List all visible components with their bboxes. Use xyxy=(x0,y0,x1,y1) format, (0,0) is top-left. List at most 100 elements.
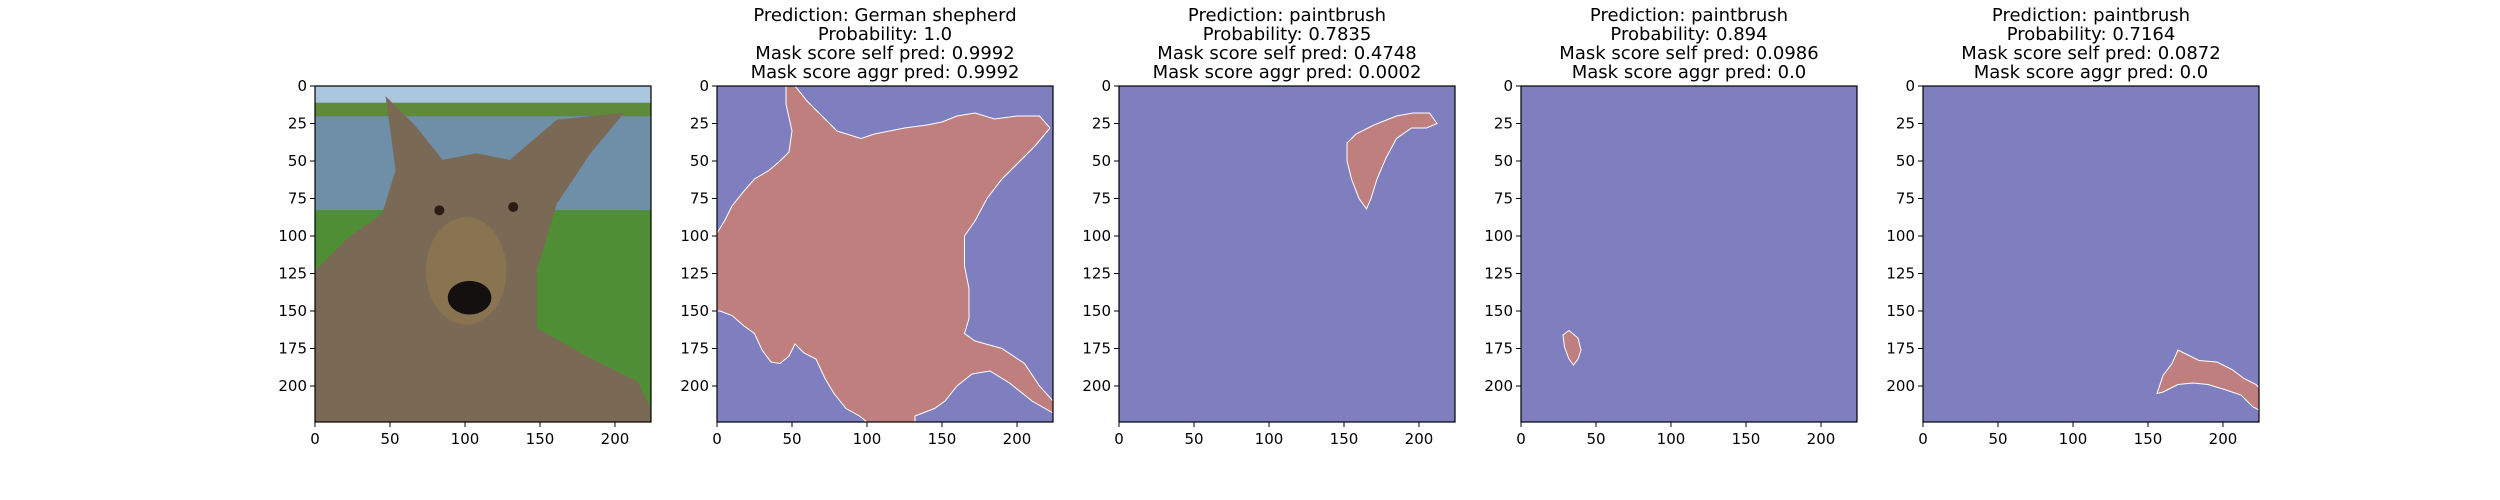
x-tick-label: 50 xyxy=(1184,430,1203,448)
x-tick-label: 0 xyxy=(1114,430,1124,448)
x-tick-label: 0 xyxy=(1918,430,1928,448)
mask-background xyxy=(1521,86,1857,422)
y-tick-label: 75 xyxy=(288,190,307,208)
title-line: Probability: 0.894 xyxy=(1610,24,1768,45)
axes-frame xyxy=(1118,85,1456,423)
y-tick-label: 150 xyxy=(680,302,709,320)
y-tick-label: 0 xyxy=(699,77,709,95)
y-tick-label: 0 xyxy=(1503,77,1513,95)
y-tick-label: 25 xyxy=(1896,115,1915,133)
mask-2: 0 50 100 150 200 0 25 50 75 100 125 150 175 200 xyxy=(1082,77,1456,448)
y-tick-label: 100 xyxy=(278,227,307,245)
y-tick-label: 100 xyxy=(1886,227,1915,245)
y-tick-label: 100 xyxy=(1082,227,1111,245)
x-tick-label: 200 xyxy=(1003,430,1032,448)
input-image: 0 50 100 150 200 0 25 50 75 100 125 150 175 200 xyxy=(278,77,652,448)
mask-4: 0 50 100 150 200 0 25 50 75 100 125 150 175 200 xyxy=(1886,77,2260,448)
y-tick-label: 50 xyxy=(1092,152,1111,170)
mask-1: 0 50 100 150 200 0 25 50 75 100 125 150 175 200 xyxy=(680,77,1054,448)
x-tick-label: 50 xyxy=(380,430,399,448)
mask-region xyxy=(1562,329,1582,366)
y-tick-label: 0 xyxy=(297,77,307,95)
x-tick-label: 200 xyxy=(1405,430,1434,448)
axes-frame xyxy=(716,85,1054,423)
photo-dog-eye-right xyxy=(508,201,519,212)
y-tick-label: 25 xyxy=(1494,115,1513,133)
x-tick-label: 50 xyxy=(1586,430,1605,448)
y-tick-label: 125 xyxy=(1484,265,1513,283)
mask-4-title: Prediction: paintbrush Probability: 0.716… xyxy=(1891,6,2291,82)
x-tick-label: 150 xyxy=(2134,430,2163,448)
y-tick-label: 125 xyxy=(278,265,307,283)
title-line: Mask score self pred: 0.4748 xyxy=(1157,43,1417,64)
y-tick-label: 25 xyxy=(1092,115,1111,133)
y-tick-label: 200 xyxy=(1082,377,1111,395)
y-tick-label: 75 xyxy=(690,190,709,208)
x-tick-label: 0 xyxy=(1516,430,1526,448)
photo-dog-eye-left xyxy=(434,205,445,216)
mask-background xyxy=(1119,86,1455,422)
y-tick-label: 100 xyxy=(680,227,709,245)
y-tick-label: 25 xyxy=(288,115,307,133)
y-tick-label: 25 xyxy=(690,115,709,133)
mask-2-title: Prediction: paintbrush Probability: 0.783… xyxy=(1087,6,1487,82)
title-line: Mask score self pred: 0.0986 xyxy=(1559,43,1819,64)
title-line: Probability: 0.7835 xyxy=(1202,24,1372,45)
photo-dog-nose xyxy=(447,280,492,315)
y-tick-label: 200 xyxy=(1484,377,1513,395)
title-line: Mask score aggr pred: 0.0002 xyxy=(1152,62,1422,83)
title-line: Prediction: German shepherd xyxy=(753,5,1017,26)
y-tick-label: 50 xyxy=(1896,152,1915,170)
y-tick-label: 0 xyxy=(1101,77,1111,95)
y-tick-label: 175 xyxy=(1082,340,1111,358)
x-tick-label: 100 xyxy=(451,430,480,448)
mask-region xyxy=(716,85,1054,423)
y-tick-label: 150 xyxy=(1886,302,1915,320)
x-tick-label: 150 xyxy=(928,430,957,448)
x-tick-label: 0 xyxy=(310,430,320,448)
y-tick-label: 50 xyxy=(1494,152,1513,170)
mask-3: 0 50 100 150 200 0 25 50 75 100 125 150 175 200 xyxy=(1484,77,1858,448)
title-line: Prediction: paintbrush xyxy=(1589,5,1789,26)
x-tick-label: 50 xyxy=(1988,430,2007,448)
mask-3-title: Prediction: paintbrush Probability: 0.894… xyxy=(1489,6,1889,82)
x-tick-label: 100 xyxy=(853,430,882,448)
photo-sky xyxy=(315,86,651,103)
y-tick-label: 200 xyxy=(1886,377,1915,395)
axes-frame xyxy=(1520,85,1858,423)
y-tick-label: 125 xyxy=(1886,265,1915,283)
y-tick-label: 125 xyxy=(680,265,709,283)
mask-region xyxy=(2156,349,2260,411)
y-tick-label: 175 xyxy=(1886,340,1915,358)
y-tick-label: 75 xyxy=(1494,190,1513,208)
y-tick-label: 125 xyxy=(1082,265,1111,283)
y-tick-label: 50 xyxy=(690,152,709,170)
axes-frame xyxy=(1922,85,2260,423)
x-tick-label: 150 xyxy=(1330,430,1359,448)
x-tick-label: 100 xyxy=(1657,430,1686,448)
title-line: Probability: 1.0 xyxy=(817,24,953,45)
y-tick-label: 0 xyxy=(1905,77,1915,95)
y-tick-label: 175 xyxy=(680,340,709,358)
y-tick-label: 75 xyxy=(1092,190,1111,208)
title-line: Mask score aggr pred: 0.0 xyxy=(1973,62,2209,83)
dog-photo xyxy=(315,86,651,422)
title-line: Mask score aggr pred: 0.9992 xyxy=(750,62,1020,83)
y-tick-label: 200 xyxy=(680,377,709,395)
y-tick-label: 175 xyxy=(278,340,307,358)
x-tick-label: 150 xyxy=(1732,430,1761,448)
y-tick-label: 100 xyxy=(1484,227,1513,245)
y-tick-label: 150 xyxy=(1484,302,1513,320)
x-tick-label: 50 xyxy=(782,430,801,448)
x-tick-label: 200 xyxy=(1807,430,1836,448)
mask-1-title: Prediction: German shepherd Probability: … xyxy=(685,6,1085,82)
title-line: Mask score aggr pred: 0.0 xyxy=(1571,62,1807,83)
x-tick-label: 100 xyxy=(2059,430,2088,448)
x-tick-label: 100 xyxy=(1255,430,1284,448)
y-tick-label: 175 xyxy=(1484,340,1513,358)
title-line: Prediction: paintbrush xyxy=(1187,5,1387,26)
x-tick-label: 0 xyxy=(712,430,722,448)
y-tick-label: 150 xyxy=(1082,302,1111,320)
title-line: Probability: 0.7164 xyxy=(2006,24,2176,45)
